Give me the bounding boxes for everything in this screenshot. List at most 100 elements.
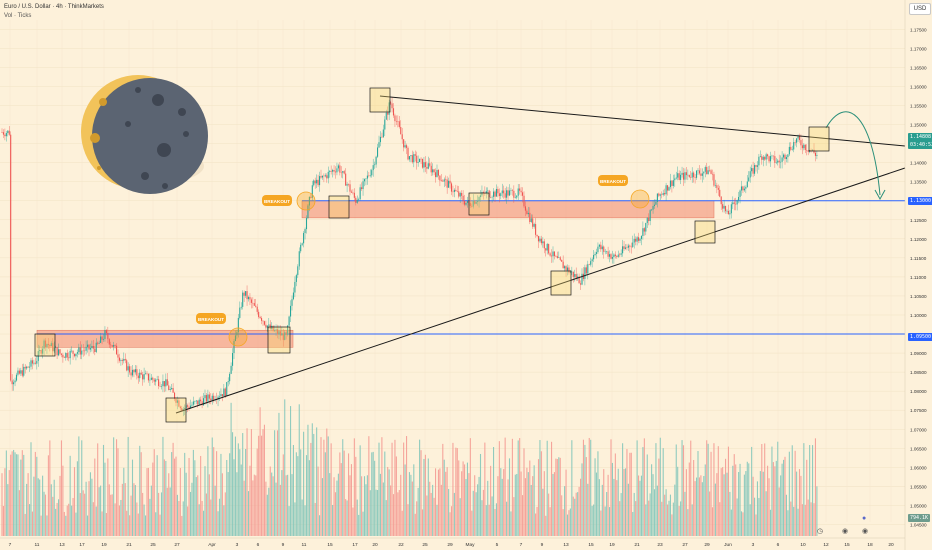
candle-body [262, 320, 264, 322]
volume-bar [652, 474, 654, 536]
volume-bar [511, 438, 513, 536]
candle-body [346, 184, 348, 186]
volume-bar [269, 466, 271, 536]
candle-body [139, 372, 141, 379]
breakout-circle [228, 327, 248, 347]
volume-bar [545, 515, 547, 536]
candle-body [607, 251, 609, 257]
volume-bar [665, 489, 667, 536]
candle-body [118, 357, 120, 361]
volume-bar [18, 490, 20, 536]
volume-bar [595, 472, 598, 536]
volume-bar [749, 504, 751, 536]
y-tick-label: 1.09000 [910, 351, 927, 356]
volume-bar [374, 460, 376, 536]
y-tick-label: 1.08000 [910, 389, 927, 394]
volume-bar [91, 478, 93, 536]
candle-body [385, 112, 387, 120]
candle-body [445, 179, 447, 180]
candle-body [33, 362, 35, 364]
level-lines [37, 200, 905, 335]
candle-body [427, 163, 429, 169]
candle-body [411, 155, 413, 163]
volume-bar [810, 502, 812, 536]
y-tick-label: 1.11000 [910, 275, 927, 280]
volume-bar [784, 456, 786, 536]
volume-bar [242, 433, 244, 536]
volume-bar [800, 475, 802, 536]
candle-body [18, 370, 20, 374]
volume-bars [1, 399, 818, 536]
candle-body [642, 228, 644, 236]
clock-icon[interactable]: ◷ [817, 528, 824, 535]
candle-body [320, 176, 322, 178]
volume-bar [527, 472, 529, 536]
volume-bar [187, 506, 189, 536]
candle-body [754, 165, 756, 174]
currency-selector[interactable]: USD [909, 3, 931, 15]
candle-body [413, 154, 415, 163]
candle-body [455, 189, 457, 192]
candle-body [426, 167, 428, 169]
candle-body [466, 200, 468, 203]
volume-bar [223, 505, 225, 536]
volume-bar [387, 466, 389, 536]
candle-body [726, 210, 728, 212]
candle-body [706, 167, 708, 175]
candle-body [97, 342, 99, 344]
candle-body [165, 379, 167, 387]
volume-bar [268, 487, 270, 536]
moon-crater [135, 87, 141, 93]
volume-bar [553, 472, 555, 536]
candle-body [439, 175, 441, 181]
candle-body [355, 197, 357, 203]
x-tick-label: 19 [609, 542, 615, 548]
candle-body [73, 353, 76, 357]
candle-body [342, 171, 344, 173]
candle-body [291, 299, 293, 306]
x-tick-label: 3 [752, 542, 755, 548]
volume-bar [313, 433, 315, 536]
candle-body [443, 179, 445, 182]
volume-bar [181, 515, 183, 536]
candle-body [816, 154, 818, 156]
highlight-box [694, 220, 716, 244]
volume-bar [189, 491, 192, 536]
volume-bar [108, 484, 110, 536]
candle-body [458, 191, 460, 197]
candle-body [417, 162, 419, 163]
candle-body [693, 172, 695, 178]
candle-body [233, 341, 235, 354]
candle-body [332, 170, 334, 172]
candle-body [4, 134, 6, 137]
volume-bar [207, 446, 209, 536]
event-icon[interactable]: ● [862, 515, 867, 522]
candle-body [703, 171, 705, 174]
candle-body [471, 205, 473, 207]
volume-bar [526, 467, 528, 536]
volume-bar [55, 508, 57, 536]
volume-bar [97, 443, 99, 536]
candle-body [797, 136, 799, 139]
candle-body [356, 199, 358, 203]
candle-body [53, 347, 55, 352]
volume-bar [27, 473, 29, 536]
volume-bar [632, 511, 634, 536]
volume-bar [816, 486, 818, 536]
volume-bar [690, 440, 692, 536]
candle-body [529, 212, 531, 222]
volume-bar [667, 504, 669, 536]
candle-body [375, 156, 377, 165]
volume-value-label: 794.1K [908, 514, 931, 522]
candle-body [292, 292, 294, 300]
volume-bar [182, 501, 184, 536]
volume-bar [437, 469, 439, 536]
volume-bar [468, 473, 470, 536]
volume-bar [145, 515, 147, 536]
y-tick-label: 1.12000 [910, 237, 927, 242]
candle-body [755, 165, 757, 167]
candle-body [769, 156, 772, 162]
candle-body [336, 168, 338, 173]
y-tick-label: 1.07500 [910, 408, 927, 413]
